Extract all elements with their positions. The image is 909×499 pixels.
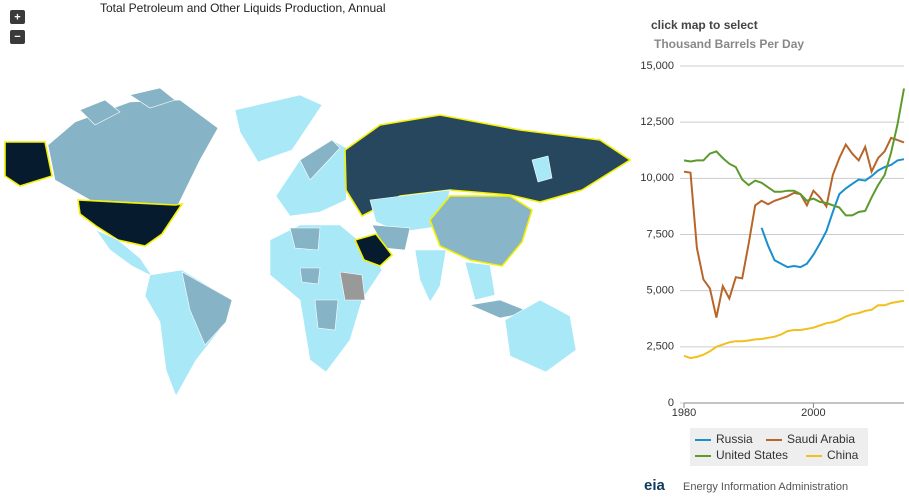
canada[interactable] <box>47 99 219 206</box>
angola[interactable] <box>314 299 339 331</box>
africa[interactable] <box>269 224 383 373</box>
arctic-island[interactable] <box>79 99 121 126</box>
x-tick-label: 1980 <box>672 407 696 419</box>
brazil[interactable] <box>181 271 233 346</box>
norway[interactable] <box>299 139 341 181</box>
legend-box <box>690 428 868 466</box>
y-axis-title: Thousand Barrels Per Day <box>654 37 804 51</box>
nigeria[interactable] <box>299 267 321 285</box>
map-instruction: click map to select <box>651 18 758 32</box>
line-chart: 0 2,500 5,000 7,500 10,000 12,500 15,000 1980 20… <box>640 60 905 419</box>
algeria[interactable] <box>289 227 321 251</box>
australia[interactable] <box>504 299 577 373</box>
legend-label: China <box>827 448 859 462</box>
legend-label: United States <box>716 448 788 462</box>
greenland[interactable] <box>234 94 323 163</box>
series-line <box>683 88 905 217</box>
japan[interactable] <box>531 155 553 183</box>
source: Energy Information Administration <box>683 481 848 493</box>
y-tick-label: 7,500 <box>646 228 674 240</box>
zoom-out-label[interactable]: − <box>14 31 20 43</box>
arctic-island[interactable] <box>129 87 176 109</box>
x-tick-label: 2000 <box>801 407 825 419</box>
southeast-asia[interactable] <box>464 261 496 301</box>
y-tick-label: 0 <box>668 397 674 409</box>
india[interactable] <box>414 249 447 303</box>
y-tick-label: 5,000 <box>646 285 674 297</box>
legend: Russia Saudi Arabia United States China <box>695 432 859 462</box>
no-data-region[interactable] <box>339 271 366 301</box>
y-tick-label: 2,500 <box>646 341 674 353</box>
united-states[interactable] <box>77 199 184 247</box>
series-line <box>683 136 905 318</box>
alaska[interactable] <box>4 141 53 187</box>
zoom-out-button[interactable] <box>10 30 25 44</box>
y-tick-label: 12,500 <box>640 116 674 128</box>
series-line <box>760 158 905 269</box>
saudi-arabia[interactable] <box>353 233 394 267</box>
russia[interactable] <box>344 114 632 218</box>
zoom-in-label[interactable]: + <box>14 11 20 23</box>
world-map[interactable] <box>4 87 632 397</box>
legend-label: Russia <box>716 432 753 446</box>
map-title: Total Petroleum and Other Liquids Produc… <box>100 1 386 15</box>
logo: eia <box>644 477 666 494</box>
y-tick-label: 10,000 <box>640 172 674 184</box>
zoom-in-button[interactable] <box>10 10 25 24</box>
china[interactable] <box>429 195 533 267</box>
series-line <box>683 299 905 360</box>
y-tick-label: 15,000 <box>640 60 674 72</box>
legend-label: Saudi Arabia <box>787 432 855 446</box>
